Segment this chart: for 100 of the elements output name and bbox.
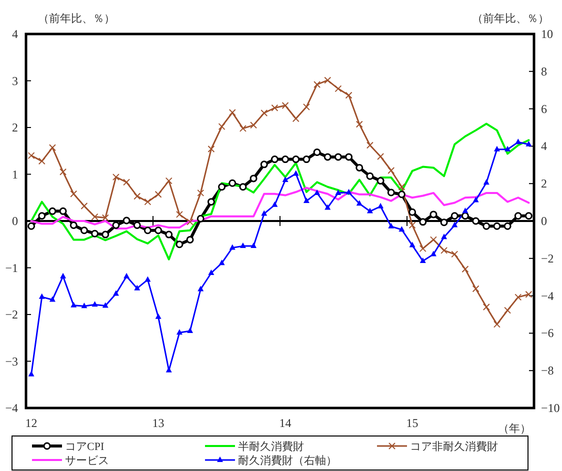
point [250,122,258,129]
point [483,179,490,185]
point [154,226,162,234]
y-tick-label: −1 [5,260,18,275]
point [282,102,289,110]
point [38,212,46,220]
point [144,226,152,234]
y-tick-label: 3 [12,74,18,88]
point [420,258,426,264]
point [207,198,215,206]
point [493,222,501,230]
point [408,208,416,216]
point [409,242,416,248]
point [272,201,278,207]
point [229,244,236,250]
point [366,142,374,149]
point [494,146,500,152]
point [134,284,140,290]
point [324,76,332,84]
point [472,217,480,225]
point [282,176,288,182]
y2-tick-label: 0 [541,214,547,228]
point [186,218,194,226]
point [441,234,448,240]
point [48,144,56,152]
point [102,302,108,308]
point [461,212,469,220]
point [514,294,522,301]
point [240,242,246,248]
point [134,192,141,200]
point [70,302,77,308]
point [302,103,310,110]
point [504,146,511,152]
y-axis-title: （前年比、％） [38,12,115,25]
point [91,230,99,238]
point [228,179,236,187]
point [154,190,162,198]
point [440,246,448,254]
point [218,260,225,266]
y2-axis-title: （前年比、％） [472,12,549,25]
point [366,208,373,214]
point [133,221,141,229]
point [345,92,352,99]
point [334,153,342,161]
point [208,146,215,153]
point [123,178,130,186]
point [197,189,204,196]
point [408,222,416,229]
point [165,177,172,184]
legend-label: サービス [65,455,109,467]
point [239,183,247,191]
point [250,174,258,182]
y-tick-label: −4 [5,401,18,415]
point [430,236,437,244]
point [176,240,184,248]
point [356,164,364,172]
point [356,200,362,206]
point [398,226,405,232]
point [292,156,300,164]
point [60,168,67,176]
legend-label: コアCPI [65,441,104,453]
x-tick-label: 13 [152,416,164,430]
point [356,120,363,128]
point [378,202,384,208]
point [525,290,532,298]
point [196,214,204,222]
point [526,140,532,146]
point [324,153,332,161]
point [91,213,98,220]
y-tick-label: 1 [12,167,18,182]
point [155,313,162,319]
point [514,212,522,220]
point [419,245,426,252]
point [60,272,66,278]
y-tick-label: 4 [12,27,18,41]
point [292,115,300,122]
legend-label: コア非耐久消費財 [410,440,498,453]
y2-tick-label: 4 [541,139,547,154]
y2-tick-label: 10 [541,27,553,41]
point [398,183,406,190]
point [186,236,194,244]
point [260,110,268,117]
point [250,242,257,248]
y2-tick-label: −10 [541,401,560,415]
point [165,230,173,238]
point [346,188,352,194]
x-tick-label: 15 [406,416,418,430]
point [430,210,438,218]
point [376,177,384,185]
point [261,210,268,216]
point [228,109,236,116]
y2-tick-label: −8 [541,364,554,378]
point [482,304,490,311]
x-tick-label: 12 [25,416,38,430]
point [303,197,310,203]
point [112,221,120,229]
point [334,85,342,92]
point [122,216,130,224]
point [48,207,56,215]
y-tick-label: 0 [12,214,18,228]
